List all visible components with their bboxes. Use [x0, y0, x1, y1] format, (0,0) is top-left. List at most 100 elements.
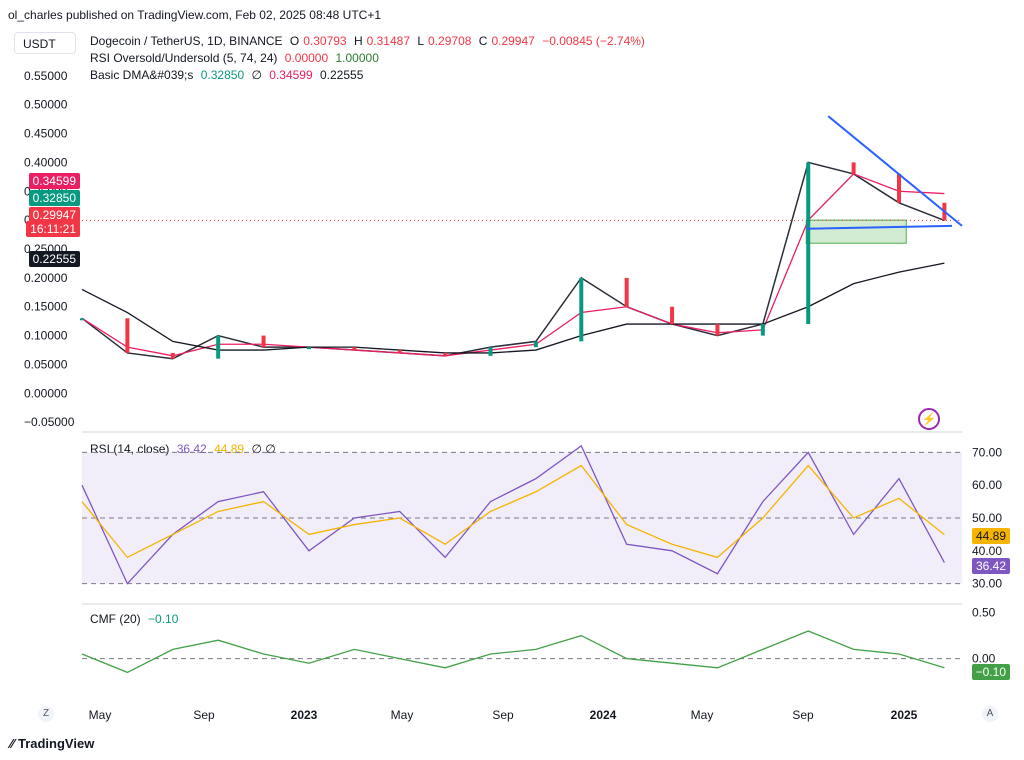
rsi-tick-label: 60.00: [972, 478, 1002, 492]
rsi-ob-value-2: 1.00000: [335, 51, 379, 65]
price-candle: [443, 352, 448, 356]
support-zone: [805, 219, 907, 244]
high-label: H: [353, 34, 363, 48]
price-tick-label: 0.55000: [24, 69, 68, 83]
tv-brand: TradingView: [17, 736, 95, 751]
price-candle: [397, 350, 402, 353]
descending-trendline: [827, 115, 963, 227]
low-value: 0.29708: [428, 34, 472, 48]
rsi-badges: 44.89 36.42: [960, 528, 1010, 578]
price-tick-label: 0.40000: [24, 155, 68, 169]
series-line-price: [81, 161, 945, 360]
price-candle: [261, 335, 266, 348]
price-tick-label: 0.15000: [24, 300, 68, 314]
price-candle: [533, 341, 538, 348]
price-candle: [670, 306, 675, 325]
cmf-legend: CMF (20) −0.10: [90, 612, 182, 626]
price-pane: [80, 115, 963, 360]
time-tick-label: Sep: [193, 708, 215, 722]
low-label: L: [417, 34, 425, 48]
dma-value-2: 0.34599: [269, 68, 313, 82]
price-candle: [488, 347, 493, 356]
cmf-pane: 0.50 0.00: [81, 603, 996, 674]
rsi-line: [81, 444, 945, 585]
close-value: 0.29947: [491, 34, 535, 48]
price-candle: [806, 162, 811, 325]
price-candle: [216, 335, 221, 359]
price-badge: 0.29947: [28, 207, 80, 223]
rsi-tick-label: 70.00: [972, 445, 1002, 459]
high-value: 0.31487: [366, 34, 411, 48]
rsi-pane: 70.00 60.00 50.00 40.00 30.00: [81, 431, 1002, 591]
timezone-button[interactable]: Z: [38, 706, 54, 722]
auto-scale-button[interactable]: A: [982, 706, 998, 722]
price-candle: [80, 318, 84, 321]
tradingview-logo: ⁄⁄ TradingView: [10, 736, 94, 751]
time-axis-ticks: May Sep 2023 May Sep 2024 May Sep 2025: [89, 708, 918, 722]
price-candle: [760, 324, 765, 336]
price-candle: [851, 162, 856, 174]
price-candle: [125, 318, 130, 353]
time-tick-label: May: [691, 708, 714, 722]
ma-black-badge: 0.22555: [28, 251, 80, 267]
lightning-icon[interactable]: ⚡: [918, 408, 940, 430]
rsi-signal-badge: 44.89: [971, 528, 1010, 544]
price-tick-label: 0.45000: [24, 127, 68, 141]
price-candle: [624, 277, 629, 307]
cmf-line: [81, 630, 945, 674]
price-candle: [170, 352, 175, 359]
rsi-tick-label: 30.00: [972, 577, 1002, 591]
time-tick-label: 2025: [891, 708, 918, 722]
symbol-name[interactable]: Dogecoin / TetherUS, 1D, BINANCE: [90, 34, 283, 48]
cmf-label[interactable]: CMF (20): [90, 612, 141, 626]
publisher-caption: ol_charles published on TradingView.com,…: [8, 8, 382, 22]
close-label: C: [478, 34, 488, 48]
time-tick-label: 2024: [590, 708, 617, 722]
left-badges: 0.34599 0.32850 0.29947 16:11:21 0.22555: [20, 173, 80, 269]
price-tick-label: 0.20000: [24, 271, 68, 285]
rsi-signal-line: [81, 464, 945, 559]
series-line-ma-black: [81, 262, 945, 354]
rsi-tick-label: 50.00: [972, 511, 1002, 525]
change-value: −0.00845 (−2.74%): [542, 34, 645, 48]
cmf-legend-value: −0.10: [148, 612, 179, 626]
ma-pink-badge: 0.34599: [28, 173, 80, 189]
cmf-tick-label: 0.00: [972, 652, 996, 666]
cmf-badges: −0.10: [960, 664, 1010, 682]
dma-label[interactable]: Basic DMA&#039;s: [90, 68, 194, 82]
symbol-legend: Dogecoin / TetherUS, 1D, BINANCE O 0.3079…: [90, 34, 649, 48]
rsi-ob-value-1: 0.00000: [284, 51, 329, 65]
price-candle: [306, 347, 311, 350]
cmf-tick-label: 0.50: [972, 606, 996, 620]
time-tick-label: Sep: [492, 708, 514, 722]
dma-legend: Basic DMA&#039;s 0.32850 ∅ 0.34599 0.225…: [90, 68, 367, 82]
price-candle: [579, 277, 584, 342]
countdown-badge: 16:11:21: [26, 221, 80, 237]
support-trendline: [806, 224, 953, 230]
open-value: 0.30793: [303, 34, 347, 48]
time-tick-label: Sep: [792, 708, 814, 722]
dma-sep: ∅: [251, 68, 262, 82]
price-tick-label: −0.05000: [24, 415, 75, 429]
open-label: O: [289, 34, 300, 48]
price-tick-label: 0.10000: [24, 329, 68, 343]
price-tick-label: 0.50000: [24, 98, 68, 112]
tv-logo-icon: ⁄⁄: [10, 736, 15, 751]
price-candle: [352, 347, 357, 351]
price-candle: [897, 173, 902, 203]
dma-value-1: 0.32850: [200, 68, 245, 82]
time-tick-label: May: [391, 708, 414, 722]
ma-teal-badge: 0.32850: [28, 190, 80, 206]
cmf-value-badge: −0.10: [971, 664, 1010, 680]
time-tick-label: May: [89, 708, 112, 722]
currency-selector[interactable]: USDT: [14, 32, 76, 54]
price-tick-label: 0.05000: [24, 357, 68, 371]
rsi-ob-label[interactable]: RSI Oversold/Undersold (5, 74, 24): [90, 51, 278, 65]
series-line-ma-pink: [81, 173, 945, 357]
rsi-tick-label: 40.00: [972, 544, 1002, 558]
dma-value-3: 0.22555: [320, 68, 364, 82]
time-tick-label: 2023: [291, 708, 318, 722]
rsi-ob-legend: RSI Oversold/Undersold (5, 74, 24) 0.000…: [90, 51, 383, 65]
rsi-value-badge: 36.42: [971, 558, 1010, 574]
